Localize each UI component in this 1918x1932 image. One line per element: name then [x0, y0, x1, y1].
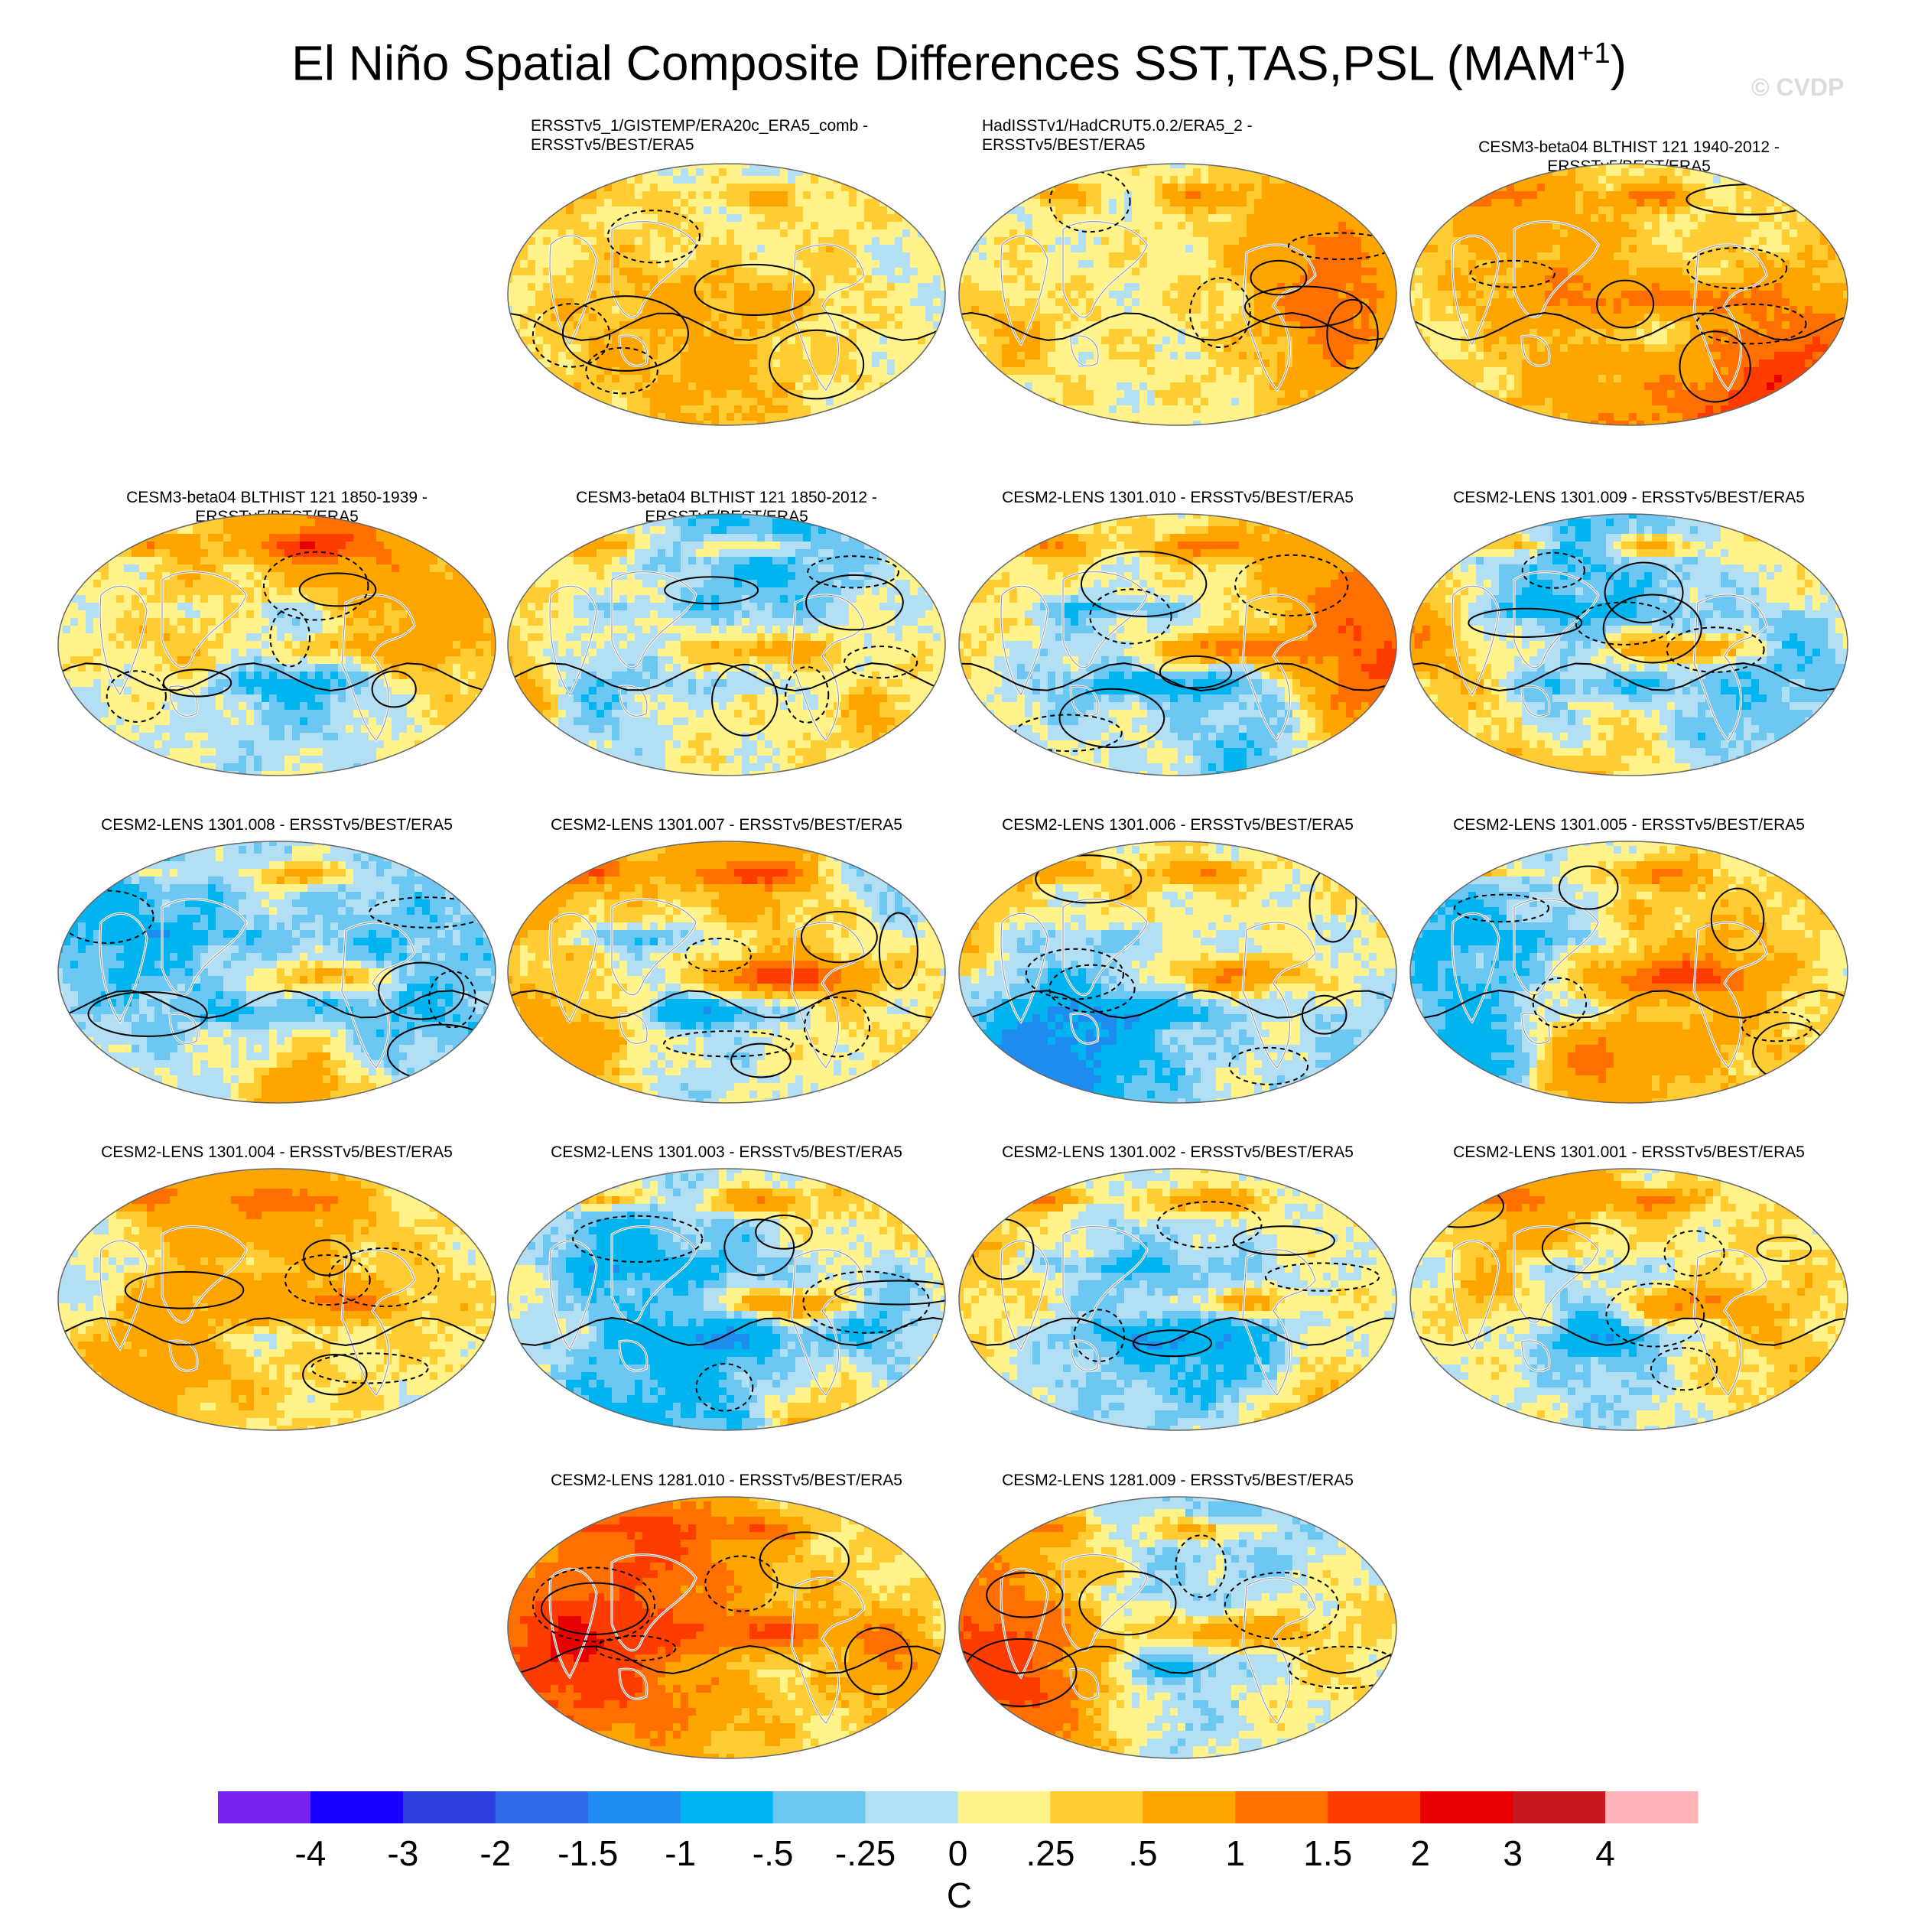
panel-title: CESM2-LENS 1301.001 - ERSSTv5/BEST/ERA5	[1407, 1143, 1851, 1162]
panel-title: CESM2-LENS 1301.006 - ERSSTv5/BEST/ERA5	[956, 815, 1399, 834]
robinson-map	[57, 1168, 496, 1431]
map-panel: CESM2-LENS 1301.004 - ERSSTv5/BEST/ERA5	[55, 1121, 499, 1442]
map-panel: CESM2-LENS 1281.009 - ERSSTv5/BEST/ERA5	[956, 1449, 1399, 1771]
colorbar-tick-label: -.5	[753, 1833, 794, 1873]
colorbar-tick-label: 1.5	[1303, 1833, 1352, 1873]
robinson-map	[958, 513, 1397, 776]
robinson-map	[1409, 163, 1848, 426]
robinson-map	[958, 163, 1397, 426]
robinson-map	[507, 513, 946, 776]
colorbar-tick-label: .25	[1026, 1833, 1074, 1873]
panel-title: CESM2-LENS 1301.008 - ERSSTv5/BEST/ERA5	[55, 815, 499, 834]
panel-title: CESM2-LENS 1301.002 - ERSSTv5/BEST/ERA5	[956, 1143, 1399, 1162]
map-panel: CESM2-LENS 1301.001 - ERSSTv5/BEST/ERA5	[1407, 1121, 1851, 1442]
figure-title: El Niño Spatial Composite Differences SS…	[0, 23, 1918, 93]
robinson-map	[958, 1168, 1397, 1431]
map-panel: ERSSTv5_1/GISTEMP/ERA20c_ERA5_comb - ERS…	[505, 116, 948, 437]
colorbar-tick-label: .5	[1128, 1833, 1157, 1873]
robinson-map	[958, 841, 1397, 1104]
panel-title: CESM2-LENS 1301.004 - ERSSTv5/BEST/ERA5	[55, 1143, 499, 1162]
map-panel: CESM3-beta04 BLTHIST 121 1850-1939 - ERS…	[55, 467, 499, 788]
map-panel: CESM2-LENS 1301.009 - ERSSTv5/BEST/ERA5	[1407, 467, 1851, 788]
robinson-map	[507, 1168, 946, 1431]
panel-title: HadISSTv1/HadCRUT5.0.2/ERA5_2 - ERSSTv5/…	[982, 116, 1425, 154]
robinson-map	[1409, 513, 1848, 776]
map-panel: CESM2-LENS 1301.006 - ERSSTv5/BEST/ERA5	[956, 794, 1399, 1115]
map-panel: CESM2-LENS 1301.005 - ERSSTv5/BEST/ERA5	[1407, 794, 1851, 1115]
robinson-map	[1409, 1168, 1848, 1431]
colorbar-tick-label: -4	[294, 1833, 326, 1873]
robinson-map	[1409, 841, 1848, 1104]
colorbar-tick-label: 3	[1503, 1833, 1523, 1873]
colorbar-swatch	[1605, 1791, 1699, 1823]
robinson-map	[507, 1496, 946, 1759]
colorbar-swatch	[587, 1791, 681, 1823]
panel-title: CESM2-LENS 1301.003 - ERSSTv5/BEST/ERA5	[505, 1143, 948, 1162]
map-panel: CESM2-LENS 1301.002 - ERSSTv5/BEST/ERA5	[956, 1121, 1399, 1442]
colorbar-swatch	[680, 1791, 774, 1823]
colorbar-swatch	[218, 1791, 311, 1823]
map-panel: HadISSTv1/HadCRUT5.0.2/ERA5_2 - ERSSTv5/…	[956, 116, 1399, 437]
robinson-map	[507, 841, 946, 1104]
robinson-map	[57, 513, 496, 776]
map-panel: CESM2-LENS 1281.010 - ERSSTv5/BEST/ERA5	[505, 1449, 948, 1771]
colorbar-tick-label: 2	[1410, 1833, 1430, 1873]
map-panel: CESM3-beta04 BLTHIST 121 1850-2012 - ERS…	[505, 467, 948, 788]
panel-title: CESM2-LENS 1301.007 - ERSSTv5/BEST/ERA5	[505, 815, 948, 834]
colorbar-tick-label: -1.5	[558, 1833, 618, 1873]
colorbar-tick-label: -2	[480, 1833, 511, 1873]
panel-title: CESM2-LENS 1281.009 - ERSSTv5/BEST/ERA5	[956, 1471, 1399, 1490]
map-panel: CESM2-LENS 1301.008 - ERSSTv5/BEST/ERA5	[55, 794, 499, 1115]
colorbar-swatch	[402, 1791, 496, 1823]
panel-title: ERSSTv5_1/GISTEMP/ERA20c_ERA5_comb - ERS…	[531, 116, 974, 154]
panel-title: CESM2-LENS 1301.009 - ERSSTv5/BEST/ERA5	[1407, 488, 1851, 507]
panel-title: CESM2-LENS 1281.010 - ERSSTv5/BEST/ERA5	[505, 1471, 948, 1490]
colorbar-tick-label: 1	[1226, 1833, 1246, 1873]
cvdp-watermark: © CVDP	[1751, 73, 1844, 102]
colorbar-swatch	[1235, 1791, 1328, 1823]
map-panel: CESM2-LENS 1301.003 - ERSSTv5/BEST/ERA5	[505, 1121, 948, 1442]
map-panel: CESM2-LENS 1301.007 - ERSSTv5/BEST/ERA5	[505, 794, 948, 1115]
colorbar-swatch	[310, 1791, 404, 1823]
map-panel: CESM2-LENS 1301.010 - ERSSTv5/BEST/ERA5	[956, 467, 1399, 788]
robinson-map	[507, 163, 946, 426]
colorbar-swatch	[1420, 1791, 1513, 1823]
panel-title: CESM2-LENS 1301.010 - ERSSTv5/BEST/ERA5	[956, 488, 1399, 507]
colorbar-tick-label: 4	[1595, 1833, 1615, 1873]
colorbar-swatch	[495, 1791, 589, 1823]
colorbar-swatch	[772, 1791, 866, 1823]
colorbar-tick-label: -.25	[835, 1833, 896, 1873]
colorbar-tick-label: -1	[665, 1833, 696, 1873]
robinson-map	[57, 841, 496, 1104]
colorbar-swatch	[957, 1791, 1051, 1823]
robinson-map	[958, 1496, 1397, 1759]
colorbar-unit-label: C	[947, 1875, 972, 1915]
map-panel: CESM3-beta04 BLTHIST 121 1940-2012 - ERS…	[1407, 116, 1851, 437]
panel-title: CESM2-LENS 1301.005 - ERSSTv5/BEST/ERA5	[1407, 815, 1851, 834]
colorbar-swatch	[1050, 1791, 1143, 1823]
colorbar-tick-label: -3	[387, 1833, 418, 1873]
colorbar-swatch	[1328, 1791, 1421, 1823]
colorbar-swatch	[865, 1791, 958, 1823]
colorbar-tick-label: 0	[948, 1833, 968, 1873]
colorbar-swatch	[1513, 1791, 1606, 1823]
colorbar-swatch	[1143, 1791, 1236, 1823]
